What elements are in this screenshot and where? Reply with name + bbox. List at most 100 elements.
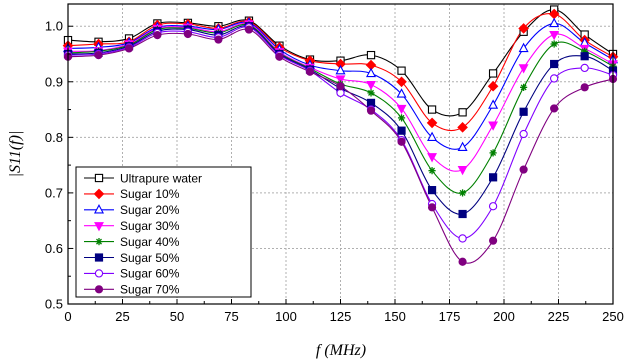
data-point	[396, 104, 407, 115]
legend-item: Sugar 60%	[84, 267, 180, 281]
data-point	[488, 99, 499, 109]
data-point	[366, 106, 376, 115]
data-point	[489, 173, 498, 182]
data-point	[550, 59, 559, 69]
data-point	[214, 35, 223, 44]
data-point	[488, 202, 498, 211]
data-point	[396, 76, 407, 88]
data-point	[366, 67, 377, 78]
data-point	[93, 204, 105, 214]
y-tick-label: 0.7	[45, 185, 63, 200]
data-point	[183, 29, 192, 39]
legend-item: Sugar 30%	[84, 219, 180, 233]
data-point	[518, 23, 529, 34]
legend-label: Sugar 30%	[120, 219, 180, 233]
legend-item: Sugar 20%	[84, 203, 180, 217]
legend-item: Ultrapure water	[84, 171, 202, 185]
data-point	[519, 107, 528, 116]
data-point	[489, 236, 498, 245]
data-point	[487, 80, 499, 92]
data-point	[519, 165, 528, 174]
y-axis-ticks: 0.5 0.6 0.7 0.8 0.9 1.0	[45, 19, 73, 312]
legend-label: Sugar 40%	[120, 235, 180, 249]
data-point	[94, 253, 104, 262]
data-point	[396, 88, 407, 98]
data-point	[519, 129, 528, 139]
legend-item: Sugar 40%	[84, 235, 180, 249]
series-markers-7	[63, 25, 618, 266]
x-tick-label: 50	[170, 309, 184, 324]
data-point	[336, 88, 345, 98]
data-point	[397, 66, 406, 75]
x-tick-label: 75	[224, 309, 238, 324]
data-point	[458, 234, 467, 243]
data-point	[244, 25, 254, 34]
data-point	[426, 117, 438, 129]
y-tick-label: 0.8	[45, 130, 63, 145]
x-tick-label: 0	[64, 309, 71, 324]
y-tick-label: 1.0	[45, 19, 63, 34]
x-tick-label: 175	[439, 309, 461, 324]
legend: Ultrapure water Sugar 10% Sugar 20% Sugar 3…	[75, 166, 252, 298]
data-point	[489, 149, 497, 157]
x-tick-label: 150	[384, 309, 406, 324]
legend-label: Sugar 60%	[120, 267, 180, 281]
data-point	[94, 285, 104, 294]
x-tick-label: 200	[493, 309, 515, 324]
data-point	[366, 80, 376, 91]
data-point	[457, 141, 468, 151]
x-tick-label: 225	[548, 309, 570, 324]
data-point	[458, 209, 467, 219]
data-point	[457, 165, 468, 176]
data-point	[580, 83, 589, 92]
legend-item: Sugar 70%	[84, 283, 180, 297]
x-tick-label: 250	[602, 309, 624, 324]
data-point	[366, 50, 376, 60]
data-point	[335, 75, 346, 85]
data-point	[275, 52, 284, 61]
data-point	[94, 51, 103, 60]
data-point	[488, 121, 499, 131]
legend-item: Sugar 10%	[84, 187, 180, 201]
data-point	[580, 63, 589, 73]
data-point	[94, 222, 104, 232]
x-axis-title: f (MHz)	[316, 342, 366, 359]
data-point	[94, 269, 104, 278]
data-point	[427, 153, 437, 163]
data-point	[397, 114, 406, 122]
legend-item: Sugar 50%	[84, 251, 180, 265]
legend-items: Ultrapure water Sugar 10% Sugar 20% Sugar 3…	[84, 171, 202, 297]
data-point	[427, 186, 437, 195]
data-point	[580, 52, 589, 61]
data-point	[427, 203, 437, 212]
data-point	[93, 188, 105, 200]
data-point	[427, 131, 438, 141]
data-point	[397, 126, 406, 135]
x-tick-label: 125	[330, 309, 352, 324]
y-tick-label: 0.5	[45, 297, 63, 312]
legend-label: Sugar 10%	[120, 187, 180, 201]
data-point	[488, 69, 498, 78]
data-point	[335, 64, 346, 75]
data-point	[458, 257, 467, 266]
x-axis-ticks: 0 25 50 75 100 125 150 175 200 225 250	[64, 299, 624, 324]
data-point	[550, 40, 558, 48]
legend-label: Sugar 50%	[120, 251, 180, 265]
x-tick-label: 25	[115, 309, 129, 324]
data-point	[549, 30, 560, 41]
data-point	[153, 31, 162, 40]
y-tick-label: 0.9	[45, 74, 63, 89]
y-axis-title: |S11(f)|	[7, 131, 24, 178]
data-point	[397, 137, 406, 146]
legend-label: Ultrapure water	[120, 171, 202, 185]
data-point	[458, 189, 467, 197]
data-point	[124, 44, 134, 53]
data-point	[457, 122, 468, 133]
legend-label: Sugar 70%	[120, 283, 180, 297]
data-point	[458, 108, 467, 117]
data-point	[549, 17, 560, 28]
data-point	[427, 105, 437, 114]
data-point	[95, 238, 103, 246]
data-point	[367, 89, 375, 97]
